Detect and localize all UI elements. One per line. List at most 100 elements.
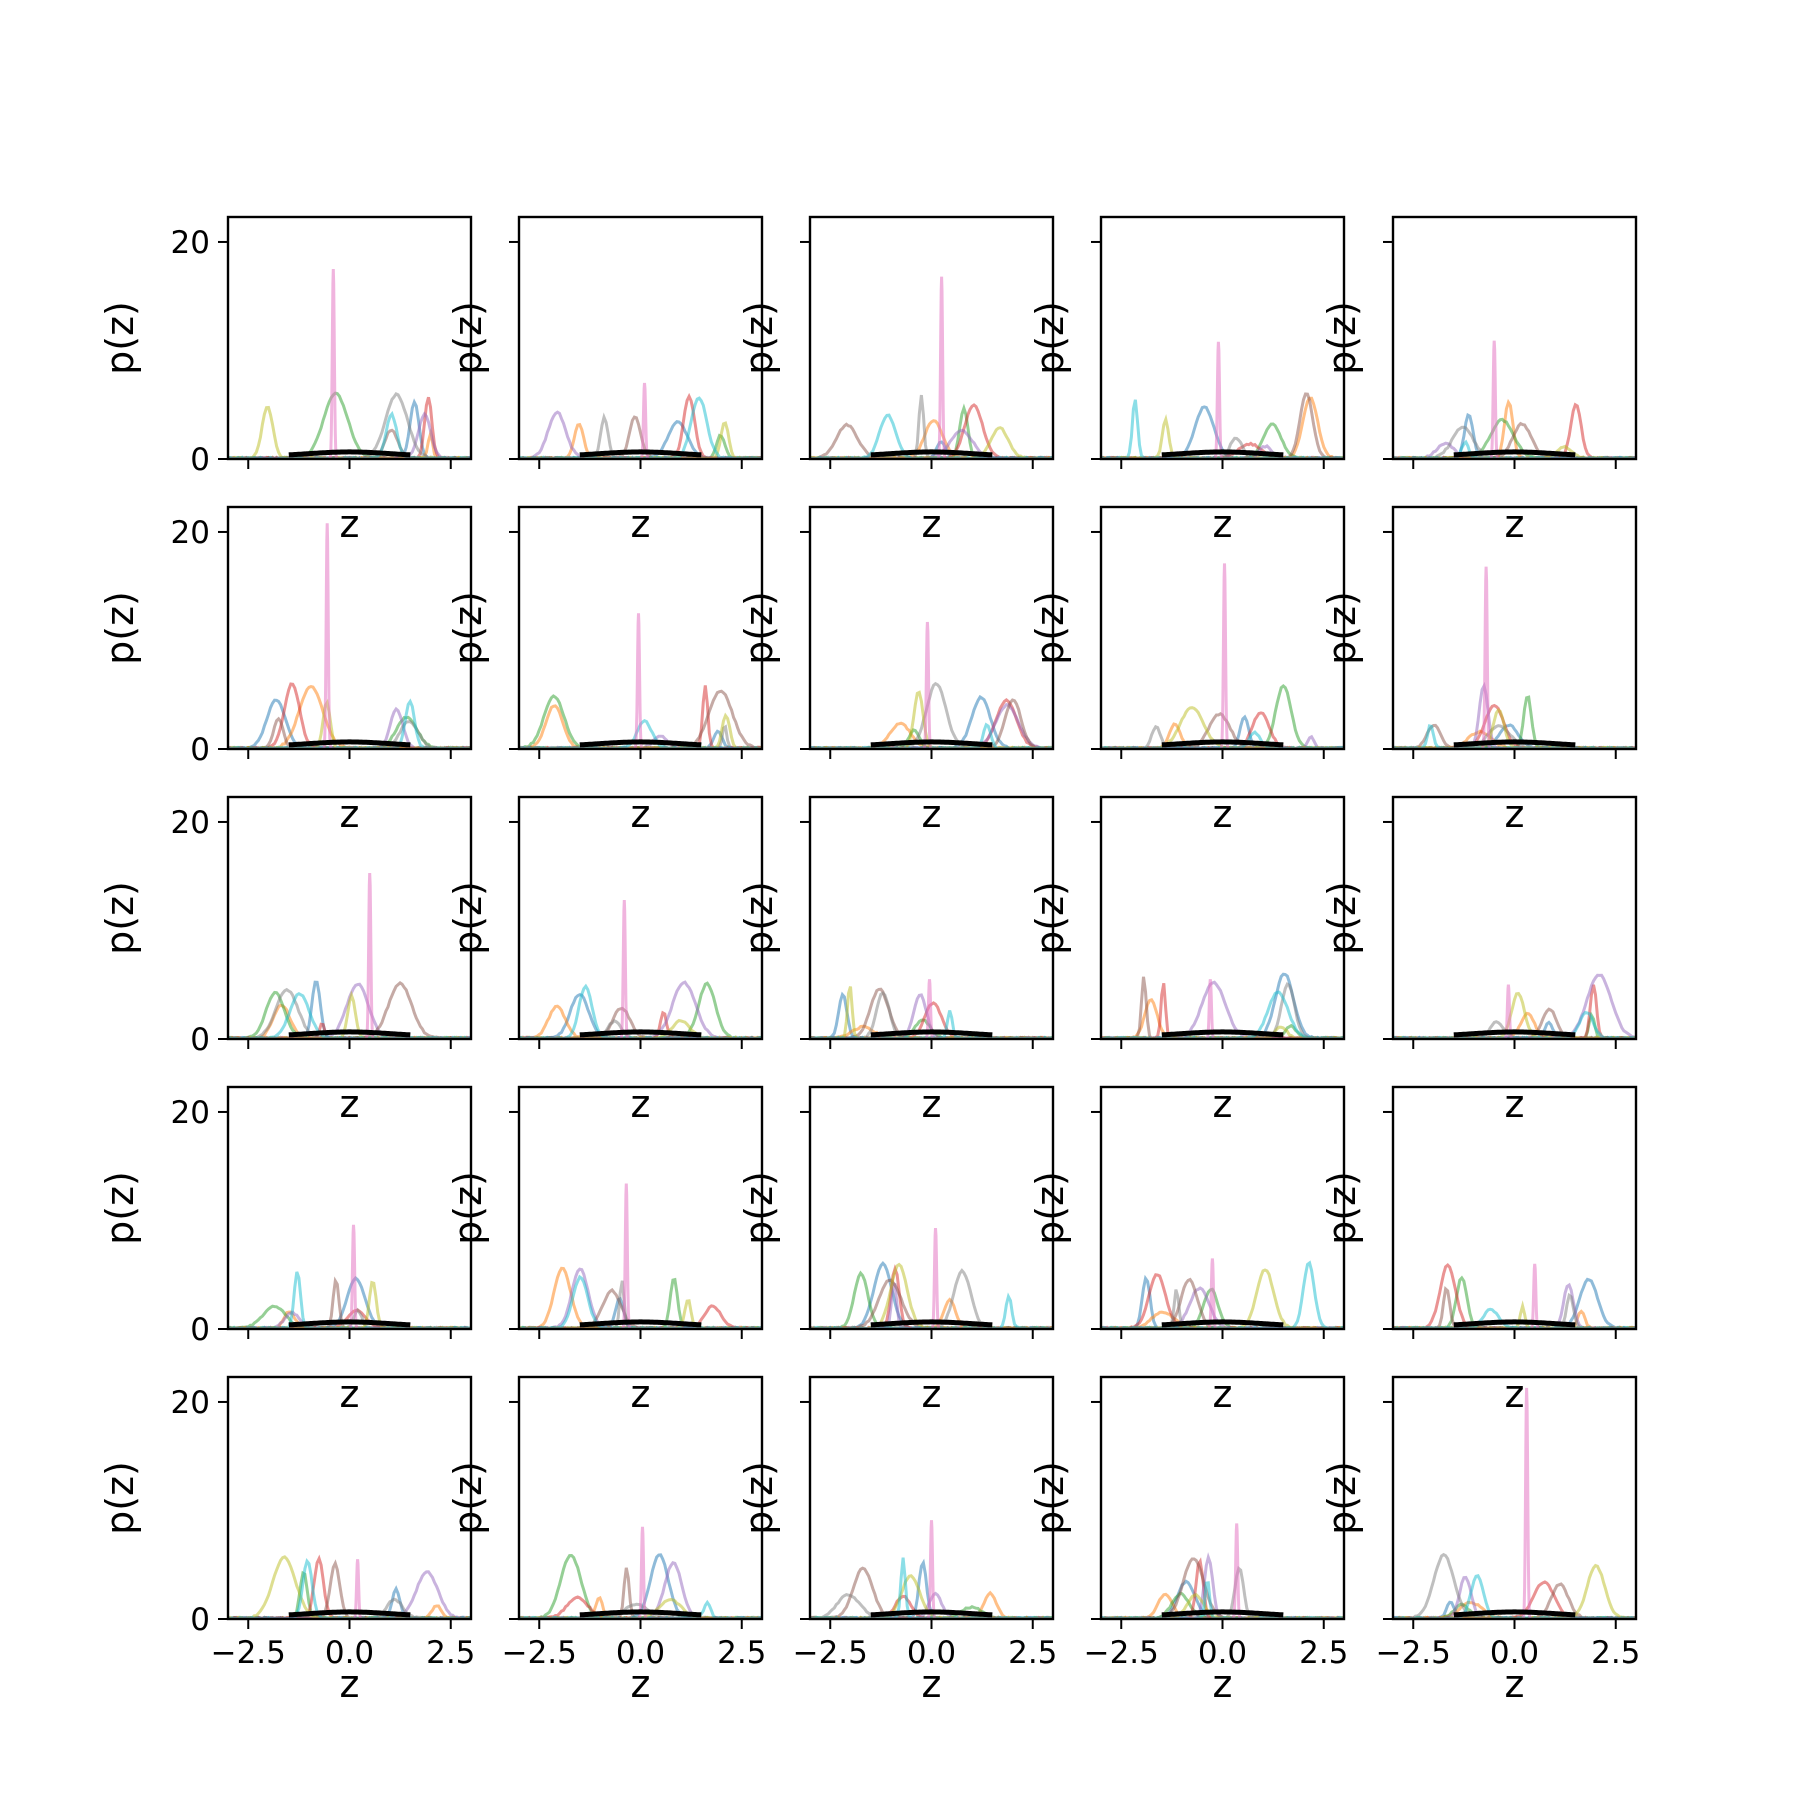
prior-curve [870, 1609, 993, 1618]
y-tick-label: 0 [190, 732, 210, 768]
y-tick-label: 20 [171, 1095, 210, 1131]
subplot-3-0: z 0 20 p(z) [98, 1085, 473, 1416]
posterior-curves [1393, 973, 1636, 1039]
subplot-3-2: z p(z) [737, 1085, 1055, 1416]
posterior-curve-peak [810, 621, 1053, 749]
prior-curve [288, 1609, 411, 1618]
subplot-2-1: z p(z) [446, 795, 764, 1126]
y-axis-label: p(z) [1028, 301, 1072, 375]
y-axis-label: p(z) [98, 591, 142, 665]
x-axis-label: z [340, 1662, 360, 1706]
subplot-0-3: z p(z) [1028, 215, 1346, 546]
x-tick-label: −2.5 [1084, 1635, 1159, 1671]
posterior-curves [1101, 1523, 1344, 1619]
subplot-3-1: z p(z) [446, 1085, 764, 1416]
y-axis-label: p(z) [1320, 1461, 1364, 1535]
prior-curve [288, 1319, 411, 1328]
x-tick-label: 0.0 [1490, 1635, 1539, 1671]
subplot-2-3: z p(z) [1028, 795, 1346, 1126]
posterior-curve [1101, 1591, 1344, 1619]
x-axis-label: z [1505, 1372, 1525, 1416]
subplot-4-3: −2.5 0.0 2.5 z p(z) [1028, 1375, 1348, 1706]
prior-curve [870, 449, 993, 458]
x-axis-label: z [340, 1082, 360, 1126]
x-tick-label: 2.5 [1008, 1635, 1057, 1671]
prior-curve [288, 739, 411, 748]
x-tick-label: 0.0 [907, 1635, 956, 1671]
subplot-2-4: z p(z) [1320, 795, 1638, 1126]
subplot-0-4: z p(z) [1320, 215, 1638, 546]
prior-curve [1161, 739, 1284, 748]
prior-curve [1453, 1029, 1576, 1038]
posterior-curve-peak [810, 1520, 1053, 1619]
x-axis-label: z [1505, 792, 1525, 836]
x-tick-label: 0.0 [616, 1635, 665, 1671]
subplot-0-2: z p(z) [737, 215, 1055, 546]
prior-curve [1161, 1609, 1284, 1618]
x-axis-label: z [340, 1372, 360, 1416]
posterior-curves [1393, 1263, 1636, 1329]
y-tick-label: 20 [171, 225, 210, 261]
posterior-curve [1101, 972, 1344, 1039]
y-axis-label: p(z) [737, 1461, 781, 1535]
subplot-4-2: −2.5 0.0 2.5 z p(z) [737, 1375, 1057, 1706]
x-axis-label: z [1213, 502, 1233, 546]
prior-curve [288, 449, 411, 458]
posterior-curves [810, 1520, 1053, 1619]
x-axis-label: z [340, 792, 360, 836]
posterior-curves [810, 276, 1053, 459]
posterior-curves [228, 1554, 471, 1619]
posterior-curve-peak [228, 269, 471, 459]
subplot-1-4: z p(z) [1320, 505, 1638, 836]
subplot-0-0: z 0 20 p(z) [98, 215, 473, 546]
posterior-curves [228, 523, 471, 749]
posterior-curves [1393, 566, 1636, 749]
posterior-curves [1101, 341, 1344, 459]
y-axis-label: p(z) [446, 881, 490, 955]
x-axis-label: z [922, 502, 942, 546]
x-axis-label: z [631, 792, 651, 836]
x-axis-label: z [922, 792, 942, 836]
y-axis-label: p(z) [1320, 591, 1364, 665]
posterior-curve-peak [1393, 1387, 1636, 1619]
subplot-0-1: z p(z) [446, 215, 764, 546]
posterior-curve [1101, 1593, 1344, 1619]
y-tick-label: 20 [171, 515, 210, 551]
posterior-curves [1393, 340, 1636, 459]
x-tick-label: 2.5 [426, 1635, 475, 1671]
y-axis-label: p(z) [1028, 591, 1072, 665]
y-axis-label: p(z) [446, 591, 490, 665]
y-axis-label: p(z) [98, 301, 142, 375]
subplot-2-2: z p(z) [737, 795, 1055, 1126]
posterior-curve [228, 682, 471, 749]
axes-frame [1391, 215, 1638, 461]
prior-curve [288, 1029, 411, 1038]
subplot-1-2: z p(z) [737, 505, 1055, 836]
posterior-curve-peak [1101, 1523, 1344, 1619]
x-axis-label: z [631, 1662, 651, 1706]
posterior-curves [519, 1183, 762, 1329]
subplot-4-1: −2.5 0.0 2.5 z p(z) [446, 1375, 766, 1706]
y-axis-label: p(z) [1320, 301, 1364, 375]
y-axis-label: p(z) [737, 301, 781, 375]
posterior-curve-peak [1393, 566, 1636, 749]
prior-curve [870, 739, 993, 748]
y-axis-label: p(z) [1028, 1171, 1072, 1245]
x-axis-label: z [1213, 1662, 1233, 1706]
posterior-curve [1101, 1592, 1344, 1619]
posterior-curve-peak [519, 900, 762, 1039]
x-axis-label: z [922, 1372, 942, 1416]
posterior-curve [519, 1296, 762, 1329]
prior-curve [1453, 449, 1576, 458]
subplot-2-0: z 0 20 p(z) [98, 795, 473, 1126]
x-tick-label: 2.5 [717, 1635, 766, 1671]
posterior-curve-peak [519, 613, 762, 749]
x-axis-label: z [1213, 792, 1233, 836]
subplot-1-3: z p(z) [1028, 505, 1346, 836]
y-axis-label: p(z) [1028, 1461, 1072, 1535]
posterior-curve-peak [228, 523, 471, 749]
y-tick-label: 0 [190, 1312, 210, 1348]
posterior-curves [228, 269, 471, 459]
prior-curve [579, 1609, 702, 1618]
